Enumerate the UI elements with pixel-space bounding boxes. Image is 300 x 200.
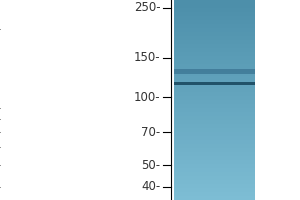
Text: 40-: 40- — [141, 180, 160, 193]
Text: 70-: 70- — [141, 126, 160, 139]
Text: 250-: 250- — [134, 1, 161, 14]
Text: 50-: 50- — [141, 159, 160, 172]
Text: 100-: 100- — [134, 91, 161, 104]
Text: 150-: 150- — [134, 51, 161, 64]
